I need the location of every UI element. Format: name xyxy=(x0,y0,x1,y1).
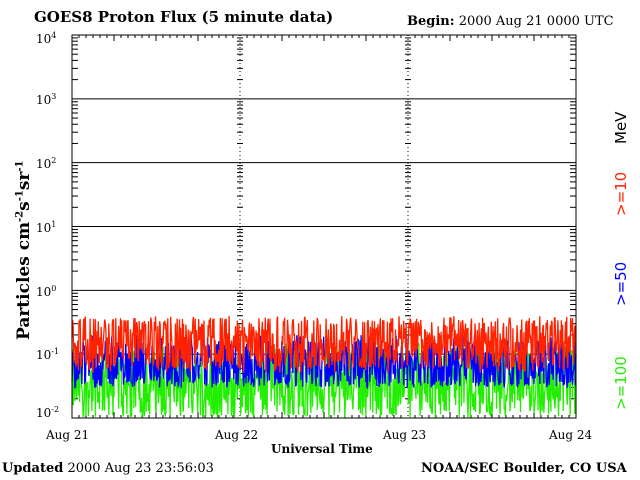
unit-label: MeV xyxy=(612,111,630,144)
x-axis-label: Universal Time xyxy=(271,442,373,456)
chart-title: GOES8 Proton Flux (5 minute data) xyxy=(34,8,334,26)
y-tick-label: 102 xyxy=(36,156,57,171)
begin-value: 2000 Aug 21 0000 UTC xyxy=(458,14,614,29)
updated-timestamp: Updated 2000 Aug 23 23:56:03 xyxy=(2,461,214,476)
y-tick-label: 10-1 xyxy=(36,347,60,362)
updated-value: 2000 Aug 23 23:56:03 xyxy=(67,461,214,476)
begin-timestamp: Begin: 2000 Aug 21 0000 UTC xyxy=(407,14,614,29)
series-line xyxy=(71,343,577,419)
updated-label: Updated xyxy=(2,461,64,476)
plot-frame xyxy=(71,34,577,419)
y-tick-label: 10-2 xyxy=(36,405,60,420)
y-tick-label: 101 xyxy=(36,220,57,235)
y-tick-label: 100 xyxy=(36,284,57,299)
x-tick-label: Aug 21 xyxy=(46,428,90,442)
x-tick-label: Aug 24 xyxy=(549,428,593,442)
source-credit: NOAA/SEC Boulder, CO USA xyxy=(421,461,627,476)
x-tick-label: Aug 23 xyxy=(383,428,427,442)
legend-series-50: >=50 xyxy=(612,261,630,306)
legend-series-100: >=100 xyxy=(612,356,630,410)
series-line xyxy=(71,334,577,390)
y-tick-label: 103 xyxy=(36,92,57,107)
series-line xyxy=(71,315,577,374)
begin-label: Begin: xyxy=(407,14,455,29)
y-tick-label: 104 xyxy=(36,31,57,46)
x-tick-label: Aug 22 xyxy=(215,428,259,442)
legend-series-10: >=10 xyxy=(612,171,630,216)
y-axis-label: Particles cm-2s-1sr-1 xyxy=(14,160,34,341)
